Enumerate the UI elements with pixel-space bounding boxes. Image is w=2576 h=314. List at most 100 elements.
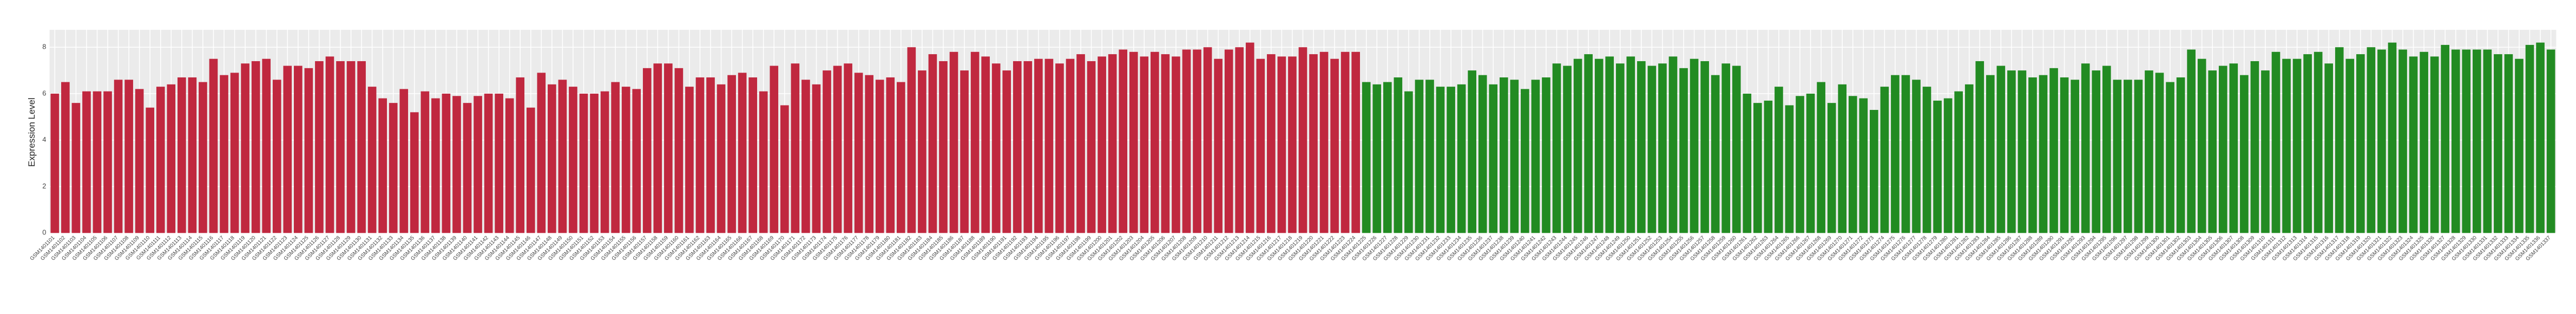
bar <box>93 91 102 233</box>
bar <box>1447 87 1455 233</box>
bar <box>1806 94 1815 233</box>
bar <box>1753 103 1762 233</box>
bar <box>1182 49 1191 233</box>
bar <box>833 66 842 233</box>
bar <box>1044 58 1054 233</box>
bar <box>1087 61 1096 233</box>
bar <box>410 112 419 233</box>
bar <box>1214 58 1223 233</box>
bar <box>293 66 303 233</box>
bar <box>1468 70 1476 233</box>
bar <box>1679 68 1688 233</box>
bar <box>505 98 514 233</box>
bar <box>2356 54 2365 233</box>
bar <box>886 77 895 233</box>
bar <box>748 77 758 233</box>
bar <box>124 80 133 233</box>
bar <box>135 89 144 233</box>
bar <box>1499 77 1508 233</box>
bar <box>2472 49 2481 233</box>
bar <box>2081 63 2090 233</box>
bar <box>1066 58 1075 233</box>
bar <box>1108 54 1117 233</box>
bar <box>516 77 525 233</box>
bar <box>1637 61 1646 233</box>
bar <box>71 103 81 233</box>
bar <box>1055 63 1064 233</box>
bar <box>463 103 472 233</box>
bar <box>378 98 387 233</box>
bar <box>367 87 377 233</box>
bar <box>209 58 218 233</box>
bar <box>2314 51 2323 233</box>
bar <box>1510 80 1519 233</box>
bar <box>2102 66 2111 233</box>
bar <box>1235 47 1244 233</box>
bar <box>103 91 112 233</box>
bar <box>272 80 281 233</box>
bar <box>1848 96 1857 233</box>
bar <box>1838 84 1847 233</box>
bar <box>2250 61 2259 233</box>
bar <box>262 58 271 233</box>
bar <box>2124 80 2132 233</box>
bar <box>2176 77 2185 233</box>
bar <box>1098 56 1106 233</box>
bar <box>1394 77 1403 233</box>
bar <box>167 84 176 233</box>
bar <box>2261 70 2270 233</box>
bar <box>1362 82 1371 233</box>
bar <box>1383 82 1392 233</box>
bar <box>178 77 186 233</box>
bar <box>939 61 948 233</box>
bar <box>1151 51 1159 233</box>
bar <box>579 94 588 233</box>
bar <box>642 68 652 233</box>
bar <box>1964 84 1974 233</box>
bar <box>1552 63 1561 233</box>
bar <box>1372 84 1382 233</box>
y-tick-label: 2 <box>42 182 46 190</box>
bar <box>949 51 958 233</box>
bar <box>2430 56 2439 233</box>
bar <box>1521 89 1529 233</box>
bar <box>50 94 60 233</box>
bar <box>1161 54 1170 233</box>
bar <box>823 70 831 233</box>
y-axis-title: Expression Level <box>27 97 37 167</box>
bar <box>685 87 694 233</box>
bar <box>1076 54 1085 233</box>
bar <box>1743 94 1752 233</box>
bar <box>1319 51 1329 233</box>
bar <box>241 63 249 233</box>
bar <box>1880 87 1889 233</box>
bar <box>621 87 630 233</box>
bar <box>251 61 260 233</box>
bar <box>1489 84 1498 233</box>
bar <box>2282 58 2291 233</box>
bar <box>2398 49 2407 233</box>
bar <box>780 105 789 233</box>
bar <box>2345 58 2355 233</box>
bar <box>1415 80 1424 233</box>
bar <box>801 80 810 233</box>
bar <box>1668 56 1678 233</box>
bar <box>1975 61 1984 233</box>
bar <box>717 84 726 233</box>
bar <box>1573 58 1582 233</box>
bar <box>2546 49 2555 233</box>
bar <box>495 94 503 233</box>
bar <box>1129 51 1138 233</box>
bar <box>970 51 980 233</box>
bar <box>907 47 916 233</box>
bar <box>199 82 207 233</box>
bar <box>918 70 926 233</box>
bar <box>1436 87 1445 233</box>
bar <box>2483 49 2492 233</box>
bar <box>960 70 969 233</box>
bar <box>653 63 662 233</box>
bar <box>1785 105 1794 233</box>
bar <box>2134 80 2143 233</box>
bar <box>2324 63 2334 233</box>
